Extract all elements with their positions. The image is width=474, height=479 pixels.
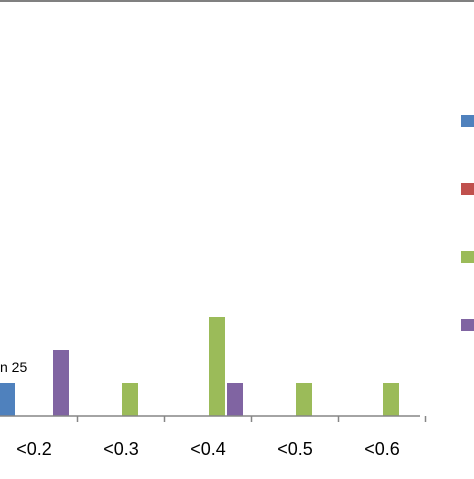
annotation-label: n 25 bbox=[0, 359, 27, 375]
x-tick-label-1: <0.3 bbox=[103, 439, 139, 459]
x-tick-label-3: <0.5 bbox=[277, 439, 313, 459]
bar-series-3-2 bbox=[209, 317, 225, 416]
x-tick-label-4: <0.6 bbox=[364, 439, 400, 459]
x-tick-label-0: <0.2 bbox=[16, 439, 52, 459]
legend-swatch-1 bbox=[461, 115, 474, 127]
bar-series-3-4 bbox=[383, 383, 399, 416]
bar-series-4-2 bbox=[227, 383, 243, 416]
bar-series-4-0 bbox=[53, 350, 69, 416]
x-axis-tick-labels: <0.2 <0.3 <0.4 <0.5 <0.6 bbox=[16, 439, 400, 459]
legend-swatch-4 bbox=[461, 319, 474, 331]
legend bbox=[461, 115, 474, 331]
x-tick-label-2: <0.4 bbox=[190, 439, 226, 459]
bar-series-1-0 bbox=[0, 383, 15, 416]
bar-series-3-1 bbox=[122, 383, 138, 416]
legend-swatch-2 bbox=[461, 183, 474, 195]
legend-swatch-3 bbox=[461, 251, 474, 263]
bar-series-3-3 bbox=[296, 383, 312, 416]
x-axis-ticks bbox=[76, 416, 427, 422]
bars-layer bbox=[0, 317, 399, 416]
